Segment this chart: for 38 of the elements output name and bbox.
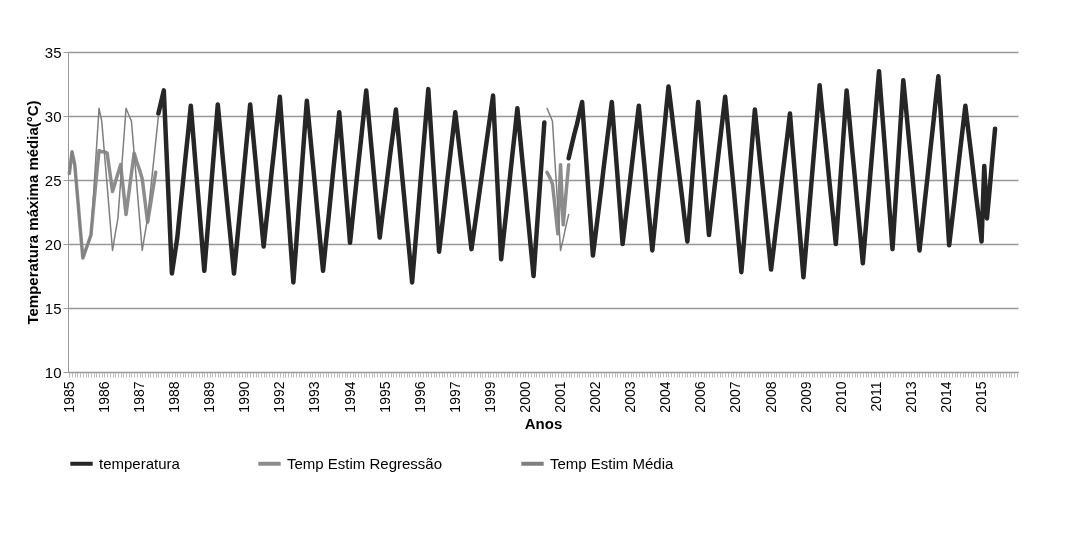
y-tick-label: 15 <box>44 299 62 317</box>
y-tick-label: 10 <box>44 363 62 381</box>
x-tick-label: 2015 <box>973 381 990 413</box>
x-tick-label: 2011 <box>867 381 884 412</box>
x-axis-title: Anos <box>524 414 563 432</box>
x-tick-label: 2003 <box>622 381 639 413</box>
legend-label: temperatura <box>99 454 181 472</box>
y-tick-label: 35 <box>44 43 62 61</box>
legend-label: Temp Estim Regressão <box>287 454 443 472</box>
x-tick-label: 2001 <box>552 381 569 413</box>
x-tick-label: 1987 <box>131 381 148 413</box>
x-tick-label: 1999 <box>481 381 498 413</box>
x-tick-label: 2002 <box>587 381 604 413</box>
x-tick-label: 1997 <box>446 381 463 413</box>
x-tick-label: 2008 <box>762 381 779 413</box>
x-tick-label: 1992 <box>271 381 288 413</box>
x-tick-label: 2000 <box>516 381 533 413</box>
x-tick-label: 2013 <box>902 381 919 413</box>
x-tick-label: 1986 <box>95 381 112 413</box>
y-tick-label: 25 <box>44 171 62 189</box>
x-tick-label: 2014 <box>937 381 954 413</box>
y-axis-title: Temperatura máxima média(°C) <box>23 100 41 325</box>
x-tick-label: 1996 <box>411 381 428 413</box>
x-tick-label: 1995 <box>376 381 393 413</box>
x-tick-label: 1985 <box>60 381 77 413</box>
legend-label: Temp Estim Média <box>550 454 675 472</box>
x-tick-label: 1990 <box>236 381 253 413</box>
y-tick-label: 30 <box>44 107 62 125</box>
x-tick-label: 2010 <box>832 381 849 413</box>
x-tick-label: 1988 <box>166 381 183 413</box>
x-tick-label: 1994 <box>341 381 358 413</box>
x-tick-label: 1993 <box>306 381 323 413</box>
x-tick-label: 2004 <box>657 381 674 413</box>
x-tick-label: 1989 <box>201 381 218 413</box>
x-tick-label: 2007 <box>727 381 744 413</box>
x-tick-label: 2006 <box>692 381 709 413</box>
x-tick-label: 2009 <box>797 381 814 413</box>
y-tick-label: 20 <box>44 235 62 253</box>
